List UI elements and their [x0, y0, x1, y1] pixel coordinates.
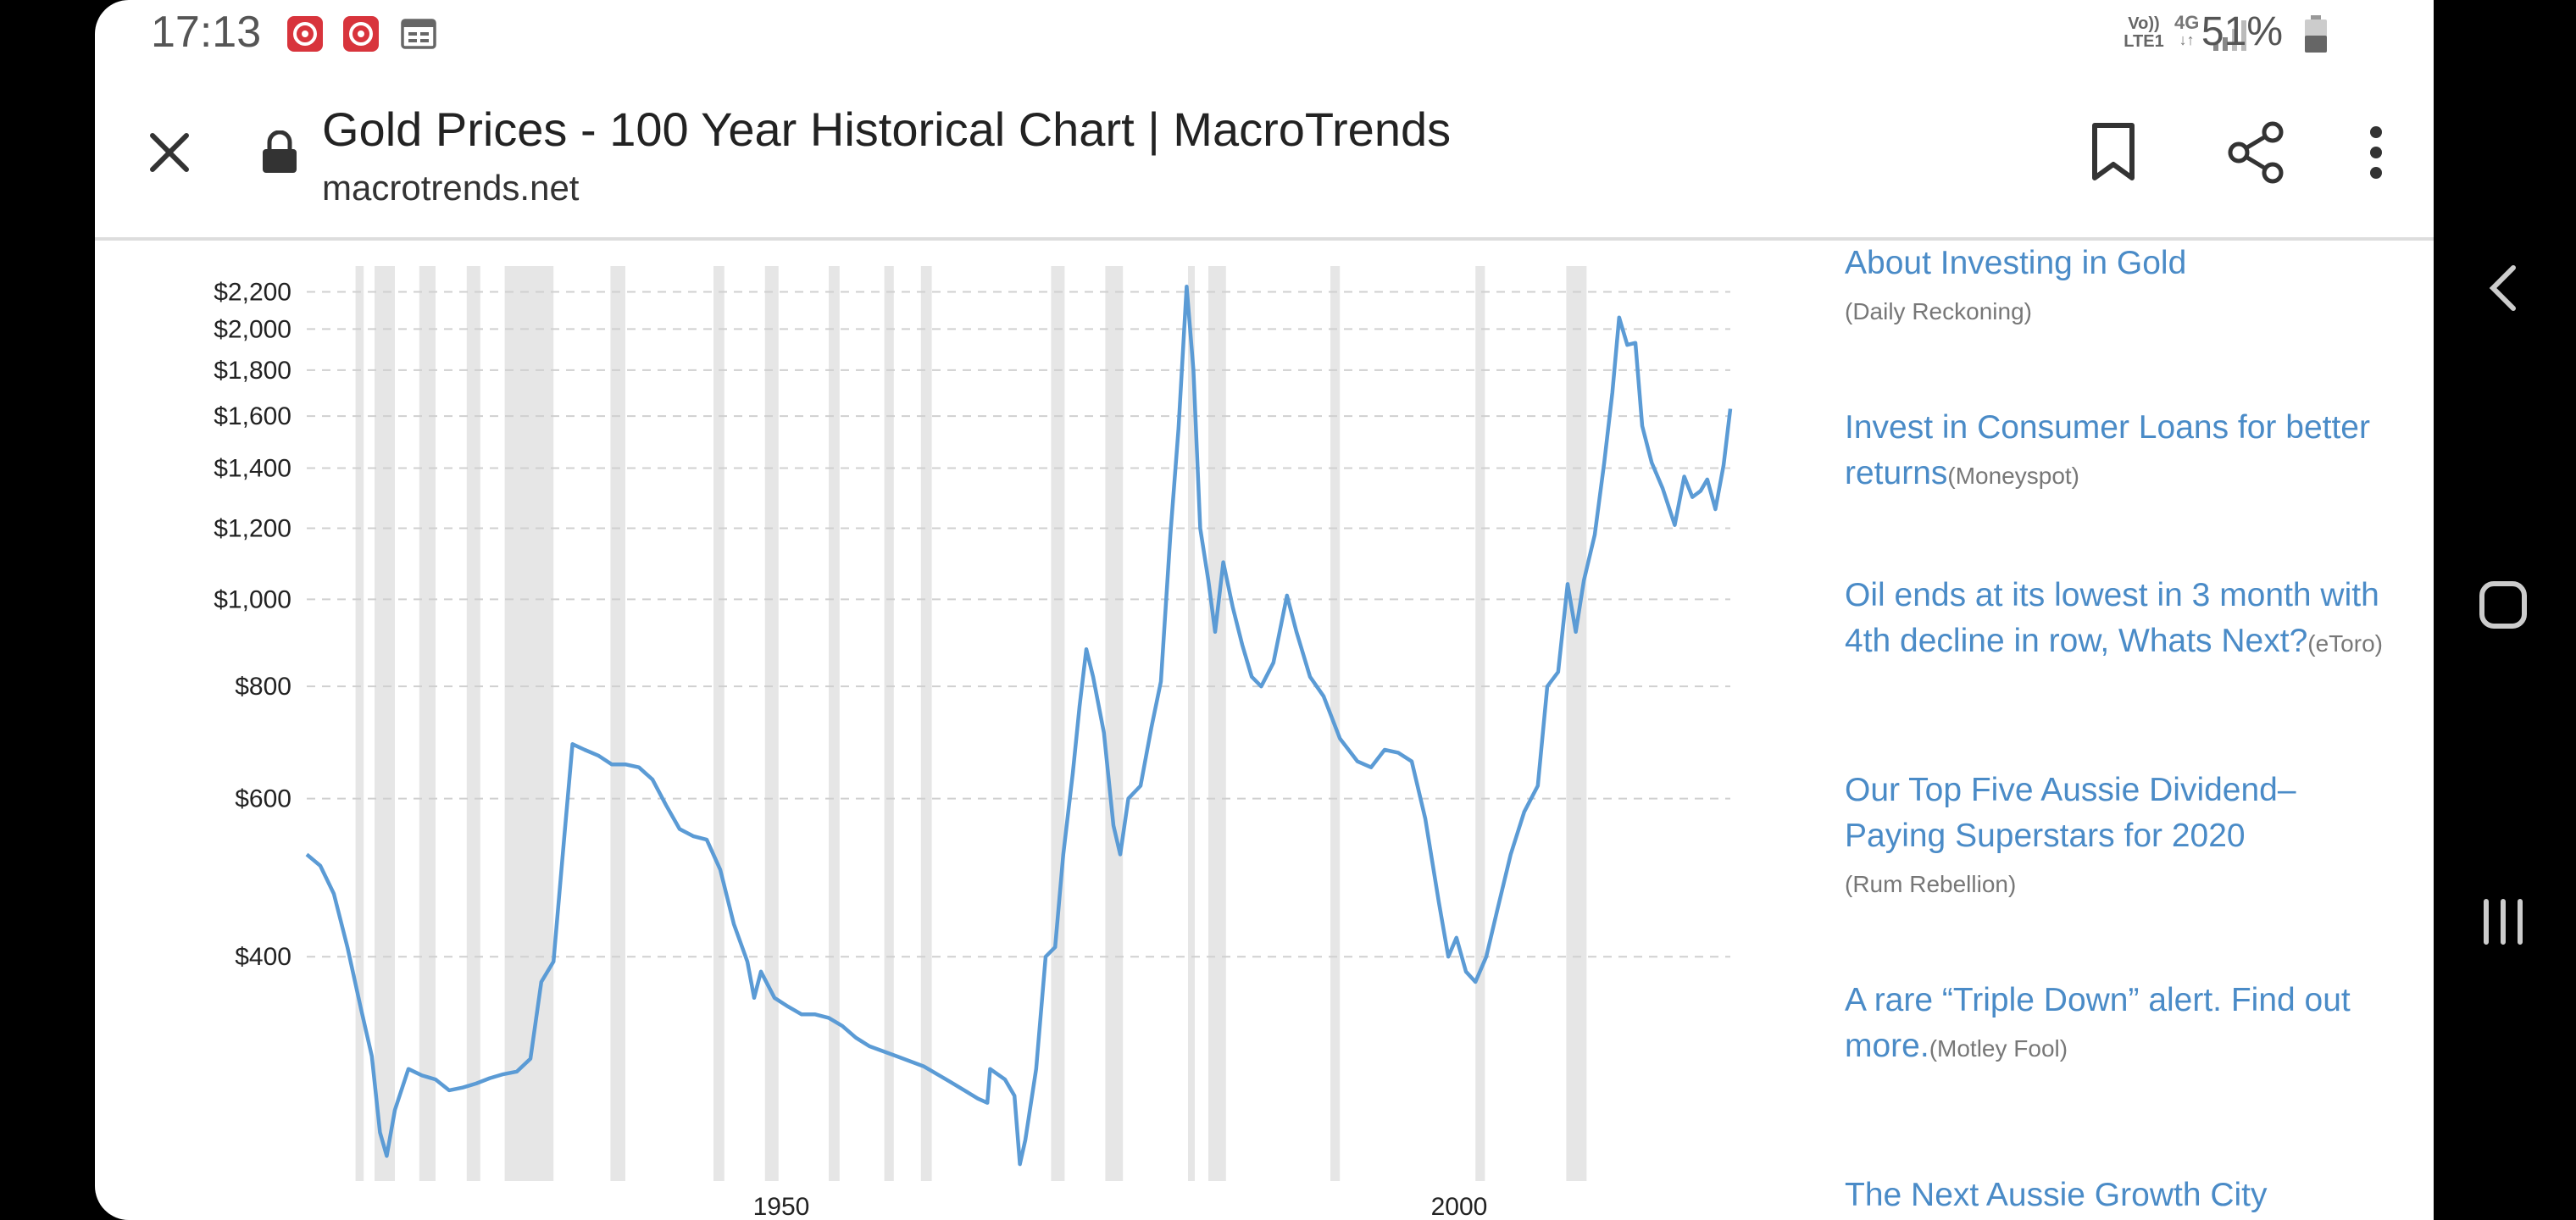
recession-band: [1051, 266, 1065, 1181]
recession-band: [1475, 266, 1485, 1181]
share-icon[interactable]: [2223, 120, 2288, 185]
news-item[interactable]: A rare “Triple Down” alert. Find out mor…: [1845, 978, 2387, 1072]
recession-bands: [355, 266, 1587, 1181]
news-headline[interactable]: Our Top Five Aussie Dividend–Paying Supe…: [1845, 772, 2296, 854]
news-source: (Motley Fool): [1929, 1035, 2068, 1062]
news-item[interactable]: Our Top Five Aussie Dividend–Paying Supe…: [1845, 768, 2387, 907]
news-item[interactable]: The Next Aussie Growth City: [1845, 1173, 2387, 1218]
news-source: (Daily Reckoning): [1845, 298, 2032, 324]
recession-band: [504, 266, 554, 1181]
recession-band: [355, 266, 364, 1181]
recession-band: [920, 266, 932, 1181]
podcast-notification-icon-2: [343, 16, 379, 52]
bookmark-icon[interactable]: [2090, 122, 2137, 183]
network-type-label: 4G: [2174, 12, 2200, 33]
recession-band: [764, 266, 779, 1181]
recession-band: [375, 266, 395, 1181]
recession-band: [713, 266, 724, 1181]
recession-band: [1188, 266, 1195, 1181]
gold-price-chart: $2,200 $2,000 $1,800 $1,600 $1,400 $1,200 $1,0…: [214, 266, 1733, 1220]
y-tick-label: $1,400: [214, 455, 291, 483]
recession-band: [1566, 266, 1587, 1181]
y-tick-label: $1,800: [214, 357, 291, 385]
page-title: Gold Prices - 100 Year Historical Chart …: [322, 103, 1452, 156]
status-time: 17:13: [151, 8, 262, 57]
recession-band: [1208, 266, 1226, 1181]
recession-band: [610, 266, 625, 1181]
more-vert-icon[interactable]: [2368, 125, 2384, 180]
news-headline[interactable]: A rare “Triple Down” alert. Find out mor…: [1845, 982, 2351, 1064]
x-tick-label: 2000: [1431, 1193, 1488, 1220]
news-source: (Moneyspot): [1947, 463, 2080, 489]
news-headline[interactable]: Invest in Consumer Loans for better retu…: [1845, 409, 2370, 491]
web-content: $2,200 $2,000 $1,800 $1,600 $1,400 $1,200 $1,0…: [95, 241, 2434, 1220]
news-source: (Rum Rebellion): [1845, 871, 2017, 897]
y-tick-label: $1,200: [214, 514, 291, 542]
status-bar: 17:13 Vo)) LTE1 4G ↓↑: [95, 0, 2434, 68]
lock-icon: [263, 130, 297, 173]
grid-lines: [307, 291, 1730, 958]
news-headline[interactable]: Oil ends at its lowest in 3 month with 4…: [1845, 577, 2379, 659]
x-axis-ticks: 1950 2000: [753, 1193, 1488, 1220]
volte-indicator: Vo)) LTE1: [2118, 15, 2169, 51]
system-nav-bar: [2434, 0, 2576, 1220]
y-tick-label: $800: [235, 673, 291, 701]
recents-icon[interactable]: [2479, 898, 2527, 946]
home-icon[interactable]: [2478, 580, 2529, 630]
news-headline[interactable]: The Next Aussie Growth City: [1845, 1177, 2268, 1213]
news-item[interactable]: About Investing in Gold (Daily Reckoning…: [1845, 241, 2387, 335]
calendar-notification-icon: [401, 19, 436, 49]
y-tick-label: $1,600: [214, 402, 291, 430]
gold-price-line: [305, 284, 1733, 1167]
news-item[interactable]: Invest in Consumer Loans for better retu…: [1845, 405, 2387, 499]
battery-icon: [2305, 15, 2327, 53]
y-tick-label: $2,000: [214, 315, 291, 343]
y-axis-ticks: $2,200 $2,000 $1,800 $1,600 $1,400 $1,200 $1,0…: [214, 278, 291, 971]
y-tick-label: $2,200: [214, 278, 291, 306]
recession-band: [884, 266, 894, 1181]
recession-band: [466, 266, 480, 1181]
news-headline[interactable]: About Investing in Gold: [1845, 245, 2187, 281]
close-icon[interactable]: [146, 129, 193, 176]
news-source: (eToro): [2307, 630, 2383, 657]
x-tick-label: 1950: [753, 1193, 810, 1220]
custom-tab-toolbar: Gold Prices - 100 Year Historical Chart …: [95, 68, 2434, 241]
y-tick-label: $600: [235, 785, 291, 813]
podcast-notification-icon: [287, 16, 323, 52]
battery-percent: 51%: [2201, 9, 2283, 54]
signal-icon: [2213, 20, 2246, 51]
page-url[interactable]: macrotrends.net: [322, 168, 580, 208]
back-icon[interactable]: [2484, 263, 2522, 313]
recession-band: [1105, 266, 1124, 1181]
network-type: 4G ↓↑: [2174, 12, 2200, 48]
volte-label: Vo)) LTE1: [2124, 14, 2164, 51]
y-tick-label: $1,000: [214, 585, 291, 613]
news-item[interactable]: Oil ends at its lowest in 3 month with 4…: [1845, 573, 2387, 667]
recession-band: [829, 266, 840, 1181]
y-tick-label: $400: [235, 943, 291, 971]
recession-band: [419, 266, 436, 1181]
phone-screen: 17:13 Vo)) LTE1 4G ↓↑: [95, 0, 2434, 1220]
